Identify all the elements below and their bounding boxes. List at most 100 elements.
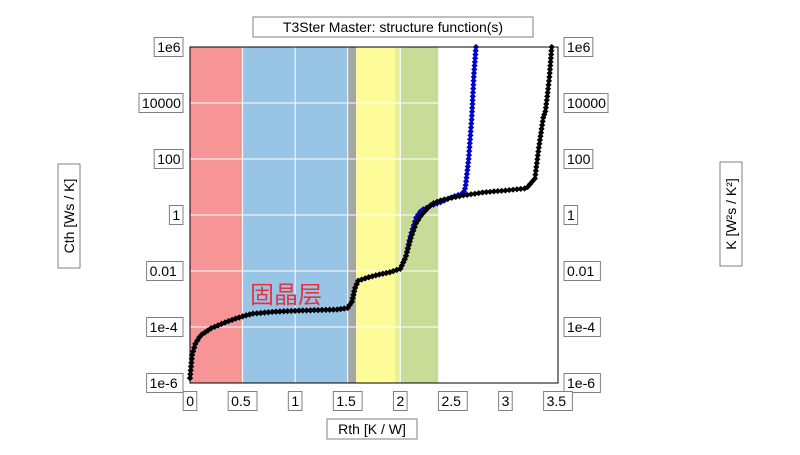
data-point <box>466 144 473 151</box>
series-layer <box>186 43 555 382</box>
data-point <box>534 152 541 159</box>
title-box <box>252 16 534 38</box>
x-tick-label: 3.5 <box>547 393 567 409</box>
y-tick-label-left-box <box>138 93 184 113</box>
data-point <box>322 306 329 314</box>
data-point <box>468 116 475 123</box>
y-tick-label-right-box <box>563 149 594 169</box>
y-tick-label-right: 1 <box>567 207 575 223</box>
y-axis-right-label-box <box>719 161 743 267</box>
data-point <box>280 308 287 315</box>
data-point <box>467 136 474 143</box>
data-point <box>466 140 473 147</box>
x-axis-label-box <box>326 418 418 440</box>
y-tick-label-left: 1e-6 <box>150 375 178 391</box>
x-tick-label-box <box>182 391 198 411</box>
data-point <box>311 307 318 314</box>
data-point <box>265 309 272 316</box>
y-tick-label-left: 1e6 <box>157 39 181 55</box>
data-point <box>542 104 549 111</box>
plot-frame <box>189 46 559 384</box>
x-tick-label: 3 <box>502 393 510 409</box>
data-point <box>470 85 477 92</box>
x-tick-label: 2.5 <box>441 393 461 409</box>
y-tick-label-right: 10000 <box>567 95 606 111</box>
x-axis-label: Rth [K / W] <box>338 421 406 437</box>
y-tick-label-right: 1e-4 <box>567 319 595 335</box>
y-tick-label-right-box <box>563 93 609 113</box>
data-point <box>299 307 306 314</box>
data-point <box>469 100 476 108</box>
x-tick-label: 2 <box>396 393 404 409</box>
data-point <box>467 132 474 139</box>
y-axis-right-label: K [W²s / K²] <box>723 178 739 250</box>
chart-title: T3Ster Master: structure function(s) <box>283 19 503 35</box>
data-point <box>472 47 479 54</box>
data-point <box>539 118 546 125</box>
y-tick-label-right-box <box>563 317 601 337</box>
data-point <box>468 112 475 119</box>
data-point <box>292 307 299 314</box>
data-point <box>466 148 473 155</box>
data-point <box>253 310 261 317</box>
x-tick-label: 0 <box>186 393 194 409</box>
y-tick-label-left: 1e-4 <box>150 319 178 335</box>
data-point <box>261 309 268 316</box>
data-point <box>517 185 524 193</box>
data-point <box>269 308 276 316</box>
data-point <box>470 73 477 81</box>
y-tick-label-right-box <box>563 205 579 225</box>
series-markers-2 <box>186 43 555 382</box>
x-tick-label-box <box>287 391 303 411</box>
data-point <box>471 62 478 69</box>
y-tick-label-left-box <box>153 37 184 57</box>
y-tick-label-left-box <box>146 261 184 281</box>
x-tick-label: 1.5 <box>336 393 356 409</box>
y-axis-left-label-box <box>57 163 81 269</box>
x-tick-label-box <box>332 391 363 411</box>
data-point <box>272 308 280 315</box>
data-point <box>469 93 476 100</box>
data-point <box>536 136 543 144</box>
data-point <box>533 163 540 171</box>
x-tick-label-box <box>227 391 258 411</box>
x-tick-label: 1 <box>291 393 299 409</box>
y-tick-label-right: 0.01 <box>567 263 594 279</box>
data-point <box>490 188 498 195</box>
y-tick-label-right: 100 <box>567 151 591 167</box>
y-tick-label-left-box <box>168 205 184 225</box>
data-point <box>472 51 479 58</box>
data-point <box>467 128 474 135</box>
data-point <box>547 55 554 62</box>
y-tick-label-left-box <box>146 373 184 393</box>
x-tick-label-box <box>392 391 408 411</box>
y-axis-left-label: Cth [Ws / K] <box>61 179 77 254</box>
data-point <box>471 66 478 73</box>
y-tick-label-left: 1 <box>172 207 180 223</box>
x-tick-label: 0.5 <box>231 393 251 409</box>
data-point <box>535 148 542 155</box>
x-tick-label-box <box>437 391 468 411</box>
y-tick-label-right: 1e-6 <box>567 375 595 391</box>
die-attach-layer-annotation: 固晶层 <box>250 282 322 309</box>
y-tick-label-right-box <box>563 261 601 281</box>
data-point <box>463 170 471 178</box>
y-tick-label-left-box <box>153 149 184 169</box>
data-point <box>537 129 545 136</box>
data-point <box>288 307 295 315</box>
data-point <box>330 306 337 313</box>
data-point <box>467 124 475 131</box>
y-tick-label-left: 0.01 <box>150 263 177 279</box>
y-tick-label-right-box <box>563 37 594 57</box>
data-point <box>187 367 194 374</box>
data-point <box>326 306 333 313</box>
tick-labels: 1e-6 1e-4 0.01 1 100 10000 1e6 1e-6 1e-4 0.01 1 1 0 0… <box>138 37 609 411</box>
data-point <box>536 140 543 147</box>
data-point <box>464 191 471 198</box>
x-tick-label-box <box>543 391 573 411</box>
y-tick-label-right-box <box>563 373 601 393</box>
data-point <box>276 308 283 315</box>
y-tick-label-left-box <box>146 317 184 337</box>
